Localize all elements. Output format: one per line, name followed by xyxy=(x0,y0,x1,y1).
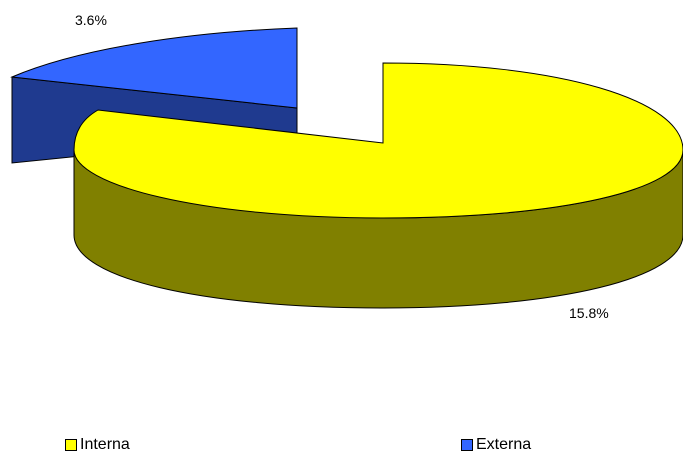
legend-label-interna: Interna xyxy=(80,436,130,453)
legend-item-externa: Externa xyxy=(461,436,531,454)
legend-swatch-externa xyxy=(461,439,473,451)
label-externa: 3.6% xyxy=(75,12,107,28)
legend-label-externa: Externa xyxy=(476,436,532,453)
legend-item-interna: Interna xyxy=(65,436,130,454)
legend-swatch-interna xyxy=(65,439,77,451)
label-interna: 15.8% xyxy=(569,305,609,321)
slice-interna-top xyxy=(73,62,683,219)
slice-interna xyxy=(73,62,683,309)
slice-externa-top xyxy=(10,27,298,109)
